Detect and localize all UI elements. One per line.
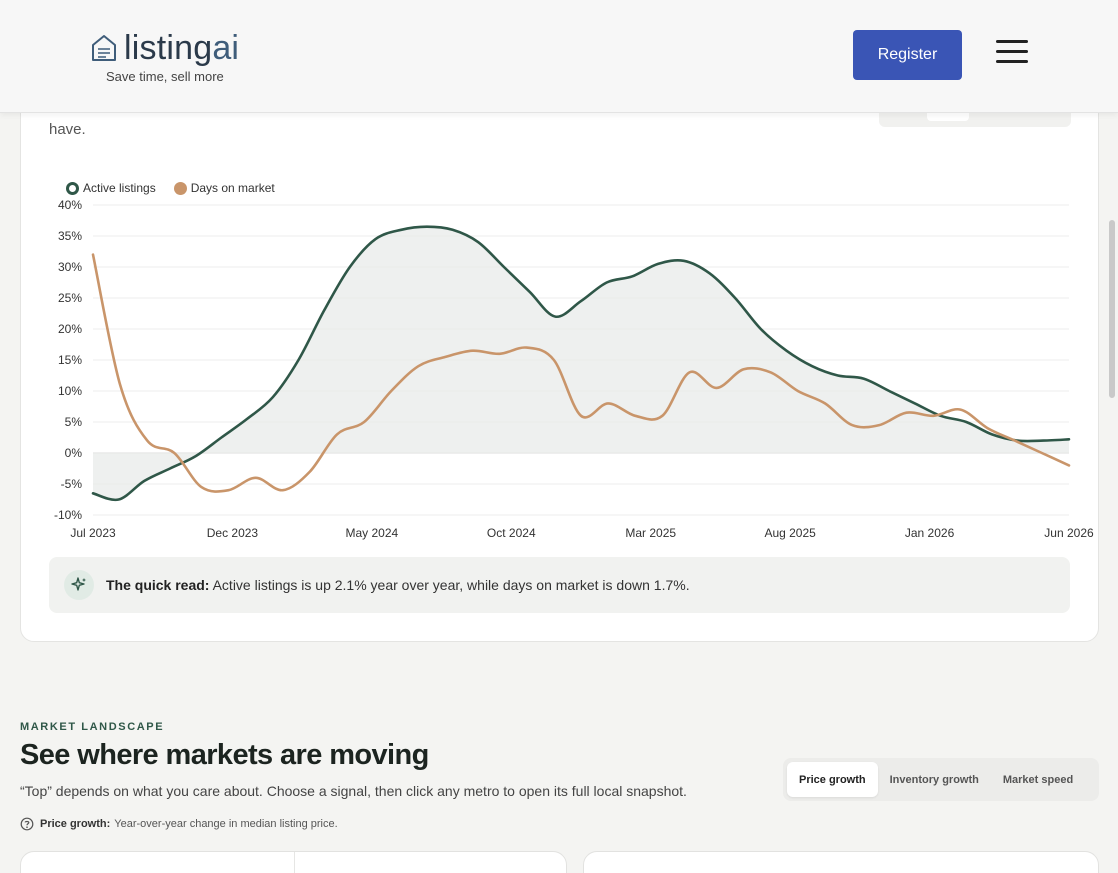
house-logo-icon [92, 35, 116, 61]
chart-legend: Active listings Days on market [66, 181, 293, 195]
section-subtext: “Top” depends on what you care about. Ch… [20, 783, 687, 799]
legend-swatch-days-on-market [173, 181, 187, 195]
x-tick-label: Jul 2023 [70, 526, 116, 540]
help-circle-icon [20, 817, 34, 831]
section-headline: See where markets are moving [20, 739, 429, 771]
y-tick-label: 0% [65, 446, 83, 460]
legend-swatch-active-listings [66, 181, 79, 195]
sparkle-icon [64, 570, 94, 600]
x-tick-label: Oct 2024 [487, 526, 536, 540]
legend-item-days-on-market[interactable]: Days on market [173, 181, 275, 195]
y-tick-label: 5% [65, 415, 83, 429]
tagline: Save time, sell more [106, 69, 224, 84]
series-line-days-on-market [91, 253, 1071, 493]
section-eyebrow: MARKET LANDSCAPE [20, 721, 165, 733]
hamburger-menu-icon[interactable] [996, 40, 1029, 68]
x-tick-label: Jun 2026 [1044, 526, 1094, 540]
site-header: listingai Save time, sell more Register [0, 0, 1118, 113]
series-line-active-listings [91, 225, 1071, 502]
x-tick-label: May 2024 [346, 526, 399, 540]
metric-note-label: Price growth: [40, 818, 111, 830]
x-tick-label: Jan 2026 [905, 526, 955, 540]
y-tick-label: -10% [54, 508, 82, 522]
x-tick-label: Aug 2025 [764, 526, 816, 540]
logo-text-main: listing [124, 29, 213, 67]
y-tick-label: 10% [58, 384, 82, 398]
tab-inventory-growth[interactable]: Inventory growth [889, 773, 979, 786]
logo[interactable]: listingai [90, 30, 239, 66]
y-tick-label: 20% [58, 322, 82, 336]
y-tick-label: 40% [58, 198, 82, 212]
metro-card-left[interactable] [20, 851, 567, 873]
scrollbar-thumb[interactable] [1107, 218, 1117, 400]
quick-read-text: The quick read: Active listings is up 2.… [106, 577, 690, 593]
register-button[interactable]: Register [853, 30, 962, 80]
legend-label-active-listings: Active listings [83, 181, 156, 195]
logo-text-ai: ai [212, 29, 240, 67]
tab-market-speed[interactable]: Market speed [1002, 773, 1074, 786]
card-divider [294, 852, 295, 873]
y-tick-label: 30% [58, 260, 82, 274]
y-tick-label: -5% [61, 477, 83, 491]
quick-read-banner: The quick read: Active listings is up 2.… [49, 557, 1070, 613]
metro-card-right[interactable] [583, 851, 1099, 873]
x-tick-label: Dec 2023 [207, 526, 259, 540]
quick-read-body: Active listings is up 2.1% year over yea… [212, 577, 690, 593]
trend-card: have. Active listings Days on market 40%… [20, 60, 1099, 642]
signal-selector: Price growth Inventory growth Market spe… [783, 758, 1099, 801]
metric-note-text: Year-over-year change in median listing … [114, 818, 338, 830]
metric-note: Price growth: Year-over-year change in m… [20, 817, 338, 831]
trend-chart: 40% 35% 30% 25% 20% 15% 10% 5% 0% -5% -10% Jul 2023… [54, 198, 1094, 540]
legend-item-active-listings[interactable]: Active listings [66, 181, 156, 195]
tab-price-growth[interactable]: Price growth [787, 762, 878, 797]
series-area-active-listings [93, 226, 1069, 500]
card-intro-text: have. [49, 121, 86, 138]
legend-label-days-on-market: Days on market [190, 181, 275, 195]
y-tick-label: 15% [58, 353, 82, 367]
quick-read-label: The quick read: [106, 577, 210, 593]
y-tick-label: 35% [58, 229, 82, 243]
x-tick-label: Mar 2025 [625, 526, 676, 540]
logo-text: listingai [124, 30, 239, 66]
y-tick-label: 25% [58, 291, 82, 305]
